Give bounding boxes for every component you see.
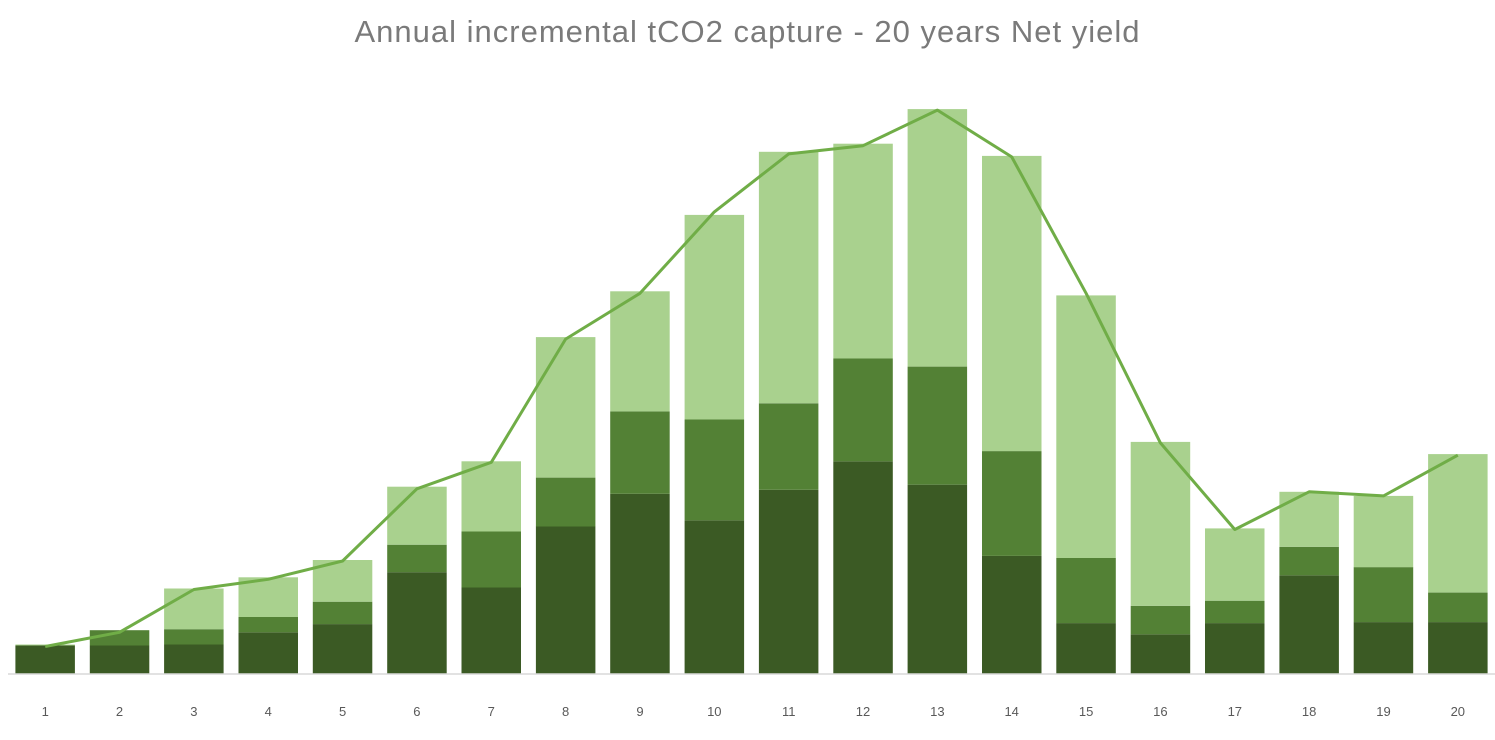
x-tick-label: 7 — [488, 704, 495, 719]
x-tick-label: 14 — [1004, 704, 1018, 719]
x-tick-label: 13 — [930, 704, 944, 719]
bar-15-segment-2 — [1056, 558, 1116, 624]
bar-10-segment-2 — [684, 419, 745, 521]
bar-18-segment-2 — [1279, 546, 1339, 576]
bar-3-segment-3 — [164, 588, 224, 630]
bar-14-segment-3 — [982, 155, 1042, 452]
x-tick-labels: 1 2 3 4 5 6 7 8 9 10 11 12 13 14 15 16 17 18 19 20 — [42, 704, 1465, 719]
bar-10-segment-3 — [684, 214, 745, 420]
x-tick-label: 15 — [1079, 704, 1093, 719]
x-tick-label: 1 — [42, 704, 49, 719]
bar-8-segment-3 — [535, 337, 596, 478]
bar-17-segment-2 — [1205, 600, 1265, 624]
bar-17-segment-3 — [1205, 528, 1265, 601]
x-tick-label: 19 — [1376, 704, 1390, 719]
bar-16-segment-2 — [1130, 605, 1191, 635]
chart-title: Annual incremental tCO2 capture - 20 yea… — [354, 14, 1141, 49]
bar-9-segment-3 — [610, 291, 670, 412]
bar-8-segment-1 — [535, 526, 596, 674]
x-tick-label: 9 — [636, 704, 643, 719]
x-tick-label: 17 — [1228, 704, 1242, 719]
x-tick-label: 2 — [116, 704, 123, 719]
bar-16-segment-1 — [1130, 634, 1191, 674]
bar-18-segment-1 — [1279, 575, 1339, 674]
bar-17-segment-1 — [1205, 623, 1265, 674]
x-tick-label: 11 — [782, 704, 796, 719]
bar-6-segment-1 — [387, 572, 447, 674]
bar-20-segment-1 — [1428, 622, 1488, 674]
bar-2-segment-1 — [89, 645, 150, 674]
bar-9-segment-2 — [610, 411, 670, 494]
bar-19-segment-2 — [1353, 567, 1414, 623]
bar-8-segment-2 — [535, 477, 596, 527]
bar-9-segment-1 — [610, 493, 670, 674]
bar-15-segment-1 — [1056, 623, 1116, 674]
line-series-group — [44, 108, 1459, 648]
bar-20-segment-3 — [1428, 454, 1488, 593]
bar-6-segment-3 — [387, 486, 447, 545]
x-tick-label: 16 — [1153, 704, 1167, 719]
bar-19-segment-1 — [1353, 622, 1414, 674]
bar-11-segment-1 — [758, 489, 819, 674]
x-tick-label: 10 — [707, 704, 721, 719]
bar-7-segment-2 — [461, 531, 521, 588]
bar-10-segment-1 — [684, 520, 745, 674]
bar-18-segment-3 — [1279, 491, 1339, 547]
bar-12-segment-3 — [833, 143, 893, 359]
bar-4-segment-1 — [238, 632, 298, 674]
x-tick-label: 12 — [856, 704, 870, 719]
bar-5-segment-2 — [312, 601, 373, 625]
bar-14-segment-2 — [982, 451, 1042, 556]
x-tick-label: 4 — [265, 704, 272, 719]
bar-7-segment-1 — [461, 587, 521, 674]
x-tick-label: 6 — [413, 704, 420, 719]
bar-3-segment-2 — [164, 629, 224, 645]
x-tick-label: 5 — [339, 704, 346, 719]
bar-1-segment-1 — [15, 645, 75, 674]
bar-13-segment-2 — [907, 366, 968, 485]
x-tick-label: 3 — [190, 704, 197, 719]
bar-4-segment-2 — [238, 617, 298, 633]
bar-7-segment-3 — [461, 461, 521, 532]
bar-11-segment-2 — [758, 403, 819, 490]
bar-20-segment-2 — [1428, 592, 1488, 623]
bar-11-segment-3 — [758, 151, 819, 404]
bar-19-segment-3 — [1353, 495, 1414, 568]
bar-12-segment-2 — [833, 358, 893, 462]
bar-16-segment-3 — [1130, 441, 1191, 606]
bar-13-segment-3 — [907, 109, 968, 367]
bar-15-segment-3 — [1056, 295, 1116, 558]
bar-6-segment-2 — [387, 544, 447, 573]
bars-group — [15, 109, 1488, 674]
bar-13-segment-1 — [907, 484, 968, 674]
x-tick-label: 20 — [1451, 704, 1465, 719]
x-tick-label: 8 — [562, 704, 569, 719]
bar-12-segment-1 — [833, 461, 893, 674]
bar-3-segment-1 — [164, 644, 224, 674]
net-yield-line — [44, 108, 1459, 648]
bar-5-segment-1 — [312, 624, 373, 674]
bar-4-segment-3 — [238, 577, 298, 617]
x-tick-label: 18 — [1302, 704, 1316, 719]
bar-14-segment-1 — [982, 555, 1042, 674]
